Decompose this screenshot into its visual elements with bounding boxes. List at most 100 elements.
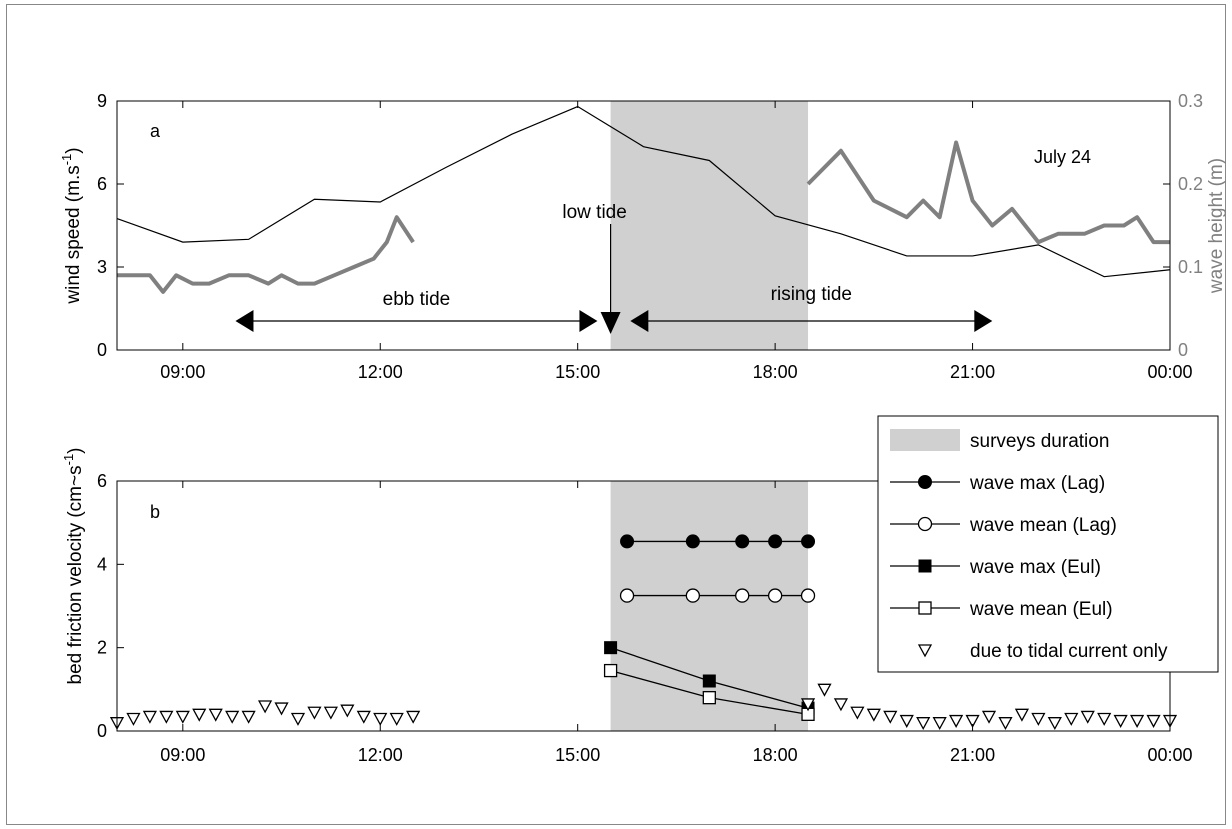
panel-b: 0 2 4 6 09:00 12:00 15:00 18:00 21:00 00:00 bed fr… — [61, 415, 1219, 765]
point-due-to-tidal-current-only — [817, 683, 832, 697]
y-tick-label-a: 6 — [97, 174, 107, 194]
point-due-to-tidal-current-only — [1129, 714, 1145, 728]
point-due-to-tidal-current-only — [192, 708, 207, 722]
point-wave-max-lag — [801, 534, 816, 549]
legend-marker — [918, 559, 932, 573]
figure-border — [6, 4, 1226, 825]
x-tick-label-a: 12:00 — [358, 362, 403, 382]
point-due-to-tidal-current-only — [241, 710, 256, 724]
point-wave-max-eul — [702, 674, 716, 688]
legend: surveys duration wave max (Lag) wave mean … — [877, 415, 1219, 673]
point-wave-max-eul — [604, 641, 618, 655]
x-tick-label-a: 21:00 — [950, 362, 995, 382]
point-due-to-tidal-current-only — [1097, 712, 1112, 726]
point-due-to-tidal-current-only — [307, 706, 322, 720]
panel-a: 0 3 6 9 0 0.1 0.2 0.3 09:00 12:00 15:00 18:00 21:00 0… — [59, 91, 1227, 382]
legend-marker — [918, 475, 932, 489]
point-wave-mean-lag — [800, 588, 816, 603]
point-due-to-tidal-current-only — [949, 714, 964, 728]
legend-label: surveys duration — [970, 431, 1109, 452]
point-due-to-tidal-current-only — [175, 710, 190, 724]
ebb-tide-arrow-head-left — [235, 310, 254, 332]
legend-label: wave mean (Lag) — [969, 515, 1117, 536]
point-due-to-tidal-current-only — [406, 710, 421, 724]
wave-height-line-2 — [806, 140, 1170, 245]
x-tick-label-b: 12:00 — [358, 745, 403, 765]
y-right-axis-label-a: wave height (m) — [1206, 158, 1227, 294]
rising-tide-arrow-head-right — [974, 310, 993, 332]
panel-label-a: a — [150, 121, 161, 141]
point-due-to-tidal-current-only — [142, 710, 158, 724]
legend-swatch-shade — [890, 429, 960, 451]
legend-marker — [917, 516, 933, 532]
point-due-to-tidal-current-only — [1080, 710, 1095, 724]
rising-tide-label: rising tide — [771, 284, 852, 305]
legend-box — [877, 415, 1219, 673]
point-due-to-tidal-current-only — [883, 710, 898, 724]
y-right-tick-label-a: 0.3 — [1178, 91, 1203, 111]
point-due-to-tidal-current-only — [126, 712, 141, 726]
point-wave-mean-eul — [702, 691, 716, 705]
panel-label-b: b — [150, 502, 160, 522]
point-due-to-tidal-current-only — [981, 710, 997, 724]
y-axis-label-b: bed friction velocity (cm~s-1) — [61, 448, 86, 685]
x-tick-label-a: 15:00 — [555, 362, 600, 382]
point-due-to-tidal-current-only — [916, 717, 931, 731]
point-wave-max-lag — [620, 534, 635, 549]
point-wave-mean-lag — [767, 588, 783, 603]
point-due-to-tidal-current-only — [932, 717, 947, 731]
point-due-to-tidal-current-only — [373, 712, 388, 726]
point-due-to-tidal-current-only — [1014, 708, 1030, 722]
point-wave-mean-eul — [603, 663, 618, 678]
point-due-to-tidal-current-only — [1064, 712, 1079, 726]
axes-a-frame — [116, 100, 1171, 351]
legend-marker — [918, 601, 932, 615]
legend-label: wave max (Lag) — [969, 473, 1105, 494]
survey-shade — [610, 101, 809, 350]
low-tide-label: low tide — [562, 202, 626, 223]
low-tide-arrow-head — [600, 312, 621, 334]
y-right-tick-label-a: 0.2 — [1178, 174, 1203, 194]
wind-speed-line — [116, 105, 1171, 278]
y-axis-label-a: wind speed (m.s-1) — [59, 147, 84, 304]
point-due-to-tidal-current-only — [290, 712, 306, 726]
wave-height-line-1 — [117, 215, 415, 294]
x-tick-label-b: 18:00 — [753, 745, 798, 765]
x-tick-label-a: 18:00 — [753, 362, 798, 382]
y-right-tick-label-a: 0.1 — [1178, 257, 1203, 277]
x-tick-label-a: 09:00 — [160, 362, 205, 382]
point-wave-max-lag — [685, 534, 700, 549]
point-due-to-tidal-current-only — [833, 698, 849, 712]
y-right-tick-label-a: 0 — [1178, 340, 1188, 360]
point-wave-mean-lag — [685, 588, 701, 603]
point-due-to-tidal-current-only — [323, 706, 338, 720]
ebb-tide-label: ebb tide — [383, 289, 451, 310]
point-due-to-tidal-current-only — [800, 698, 816, 712]
legend-label: due to tidal current only — [970, 641, 1168, 662]
x-tick-label-b: 00:00 — [1147, 745, 1192, 765]
point-due-to-tidal-current-only — [225, 710, 240, 724]
series-wave-max-lag — [620, 534, 816, 549]
ebb-tide-arrow-head-right — [579, 310, 598, 332]
y-tick-label-b: 6 — [97, 471, 107, 491]
point-due-to-tidal-current-only — [1113, 714, 1128, 728]
rising-tide-arrow-head-left — [630, 310, 649, 332]
point-due-to-tidal-current-only — [1031, 712, 1046, 726]
point-due-to-tidal-current-only — [1146, 714, 1161, 728]
survey-shade — [610, 481, 809, 731]
date-annotation: July 24 — [1034, 147, 1091, 167]
series-wave-mean-lag — [619, 588, 816, 603]
point-due-to-tidal-current-only — [274, 702, 289, 716]
x-tick-label-b: 15:00 — [555, 745, 600, 765]
point-due-to-tidal-current-only — [208, 708, 223, 722]
point-due-to-tidal-current-only — [965, 714, 980, 728]
point-due-to-tidal-current-only — [850, 706, 865, 720]
series-wave-mean-eul — [603, 663, 815, 721]
legend-label: wave mean (Eul) — [969, 599, 1113, 620]
y-tick-label-b: 4 — [97, 554, 107, 574]
point-wave-max-lag — [735, 534, 750, 549]
point-due-to-tidal-current-only — [866, 708, 881, 722]
series-due-to-tidal-current-only — [109, 683, 1178, 731]
y-tick-label-a: 9 — [97, 91, 107, 111]
